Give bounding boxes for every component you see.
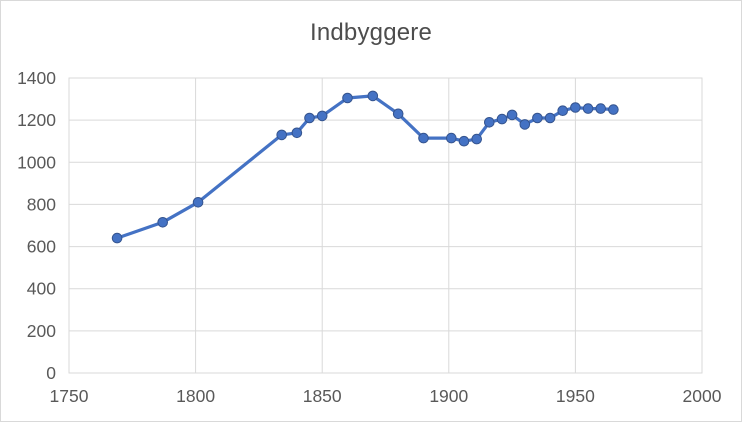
y-axis-tick-label: 1000 [17, 152, 56, 172]
data-point-marker [291, 127, 303, 139]
data-point-marker [484, 117, 495, 128]
x-axis-tick-label: 1900 [429, 386, 468, 406]
data-point-marker [367, 90, 379, 102]
data-point-marker [111, 232, 123, 244]
y-axis-tick-label: 600 [27, 237, 56, 257]
chart-title: Indbyggere [309, 19, 433, 46]
data-point-marker [532, 112, 543, 124]
data-point-marker [570, 102, 581, 113]
data-point-marker [496, 113, 508, 125]
x-axis-tick-label: 1850 [303, 386, 342, 406]
y-axis-tick-label: 0 [46, 363, 56, 383]
data-point-marker [157, 217, 168, 228]
data-point-marker [276, 129, 288, 141]
x-axis-tick-label: 1800 [176, 386, 215, 406]
data-point-marker [192, 197, 204, 208]
data-point-marker [544, 112, 556, 124]
data-point-marker [519, 119, 531, 130]
data-point-marker [608, 104, 619, 115]
y-axis-tick-label: 800 [27, 194, 56, 214]
data-point-marker [316, 110, 328, 122]
data-point-marker [304, 112, 315, 124]
y-axis-tick-label: 1400 [17, 68, 56, 88]
data-point-marker [506, 109, 518, 121]
data-point-marker [418, 132, 429, 144]
plot-area-border [68, 77, 703, 374]
y-axis-tick-label: 1200 [17, 110, 56, 130]
data-point-marker [557, 105, 569, 116]
data-point-marker [446, 132, 457, 144]
x-axis-tick-label: 1750 [50, 386, 89, 406]
data-point-marker [582, 103, 594, 114]
y-axis-tick-label: 400 [27, 279, 56, 299]
data-point-marker [595, 103, 607, 114]
y-axis-tick-label: 200 [27, 321, 56, 341]
data-point-marker [458, 135, 470, 147]
x-axis-tick-label: 1950 [556, 386, 595, 406]
x-axis-tick-label: 2000 [683, 386, 722, 406]
data-point-marker [342, 92, 353, 104]
data-point-marker [471, 133, 483, 145]
data-point-marker [392, 108, 404, 120]
